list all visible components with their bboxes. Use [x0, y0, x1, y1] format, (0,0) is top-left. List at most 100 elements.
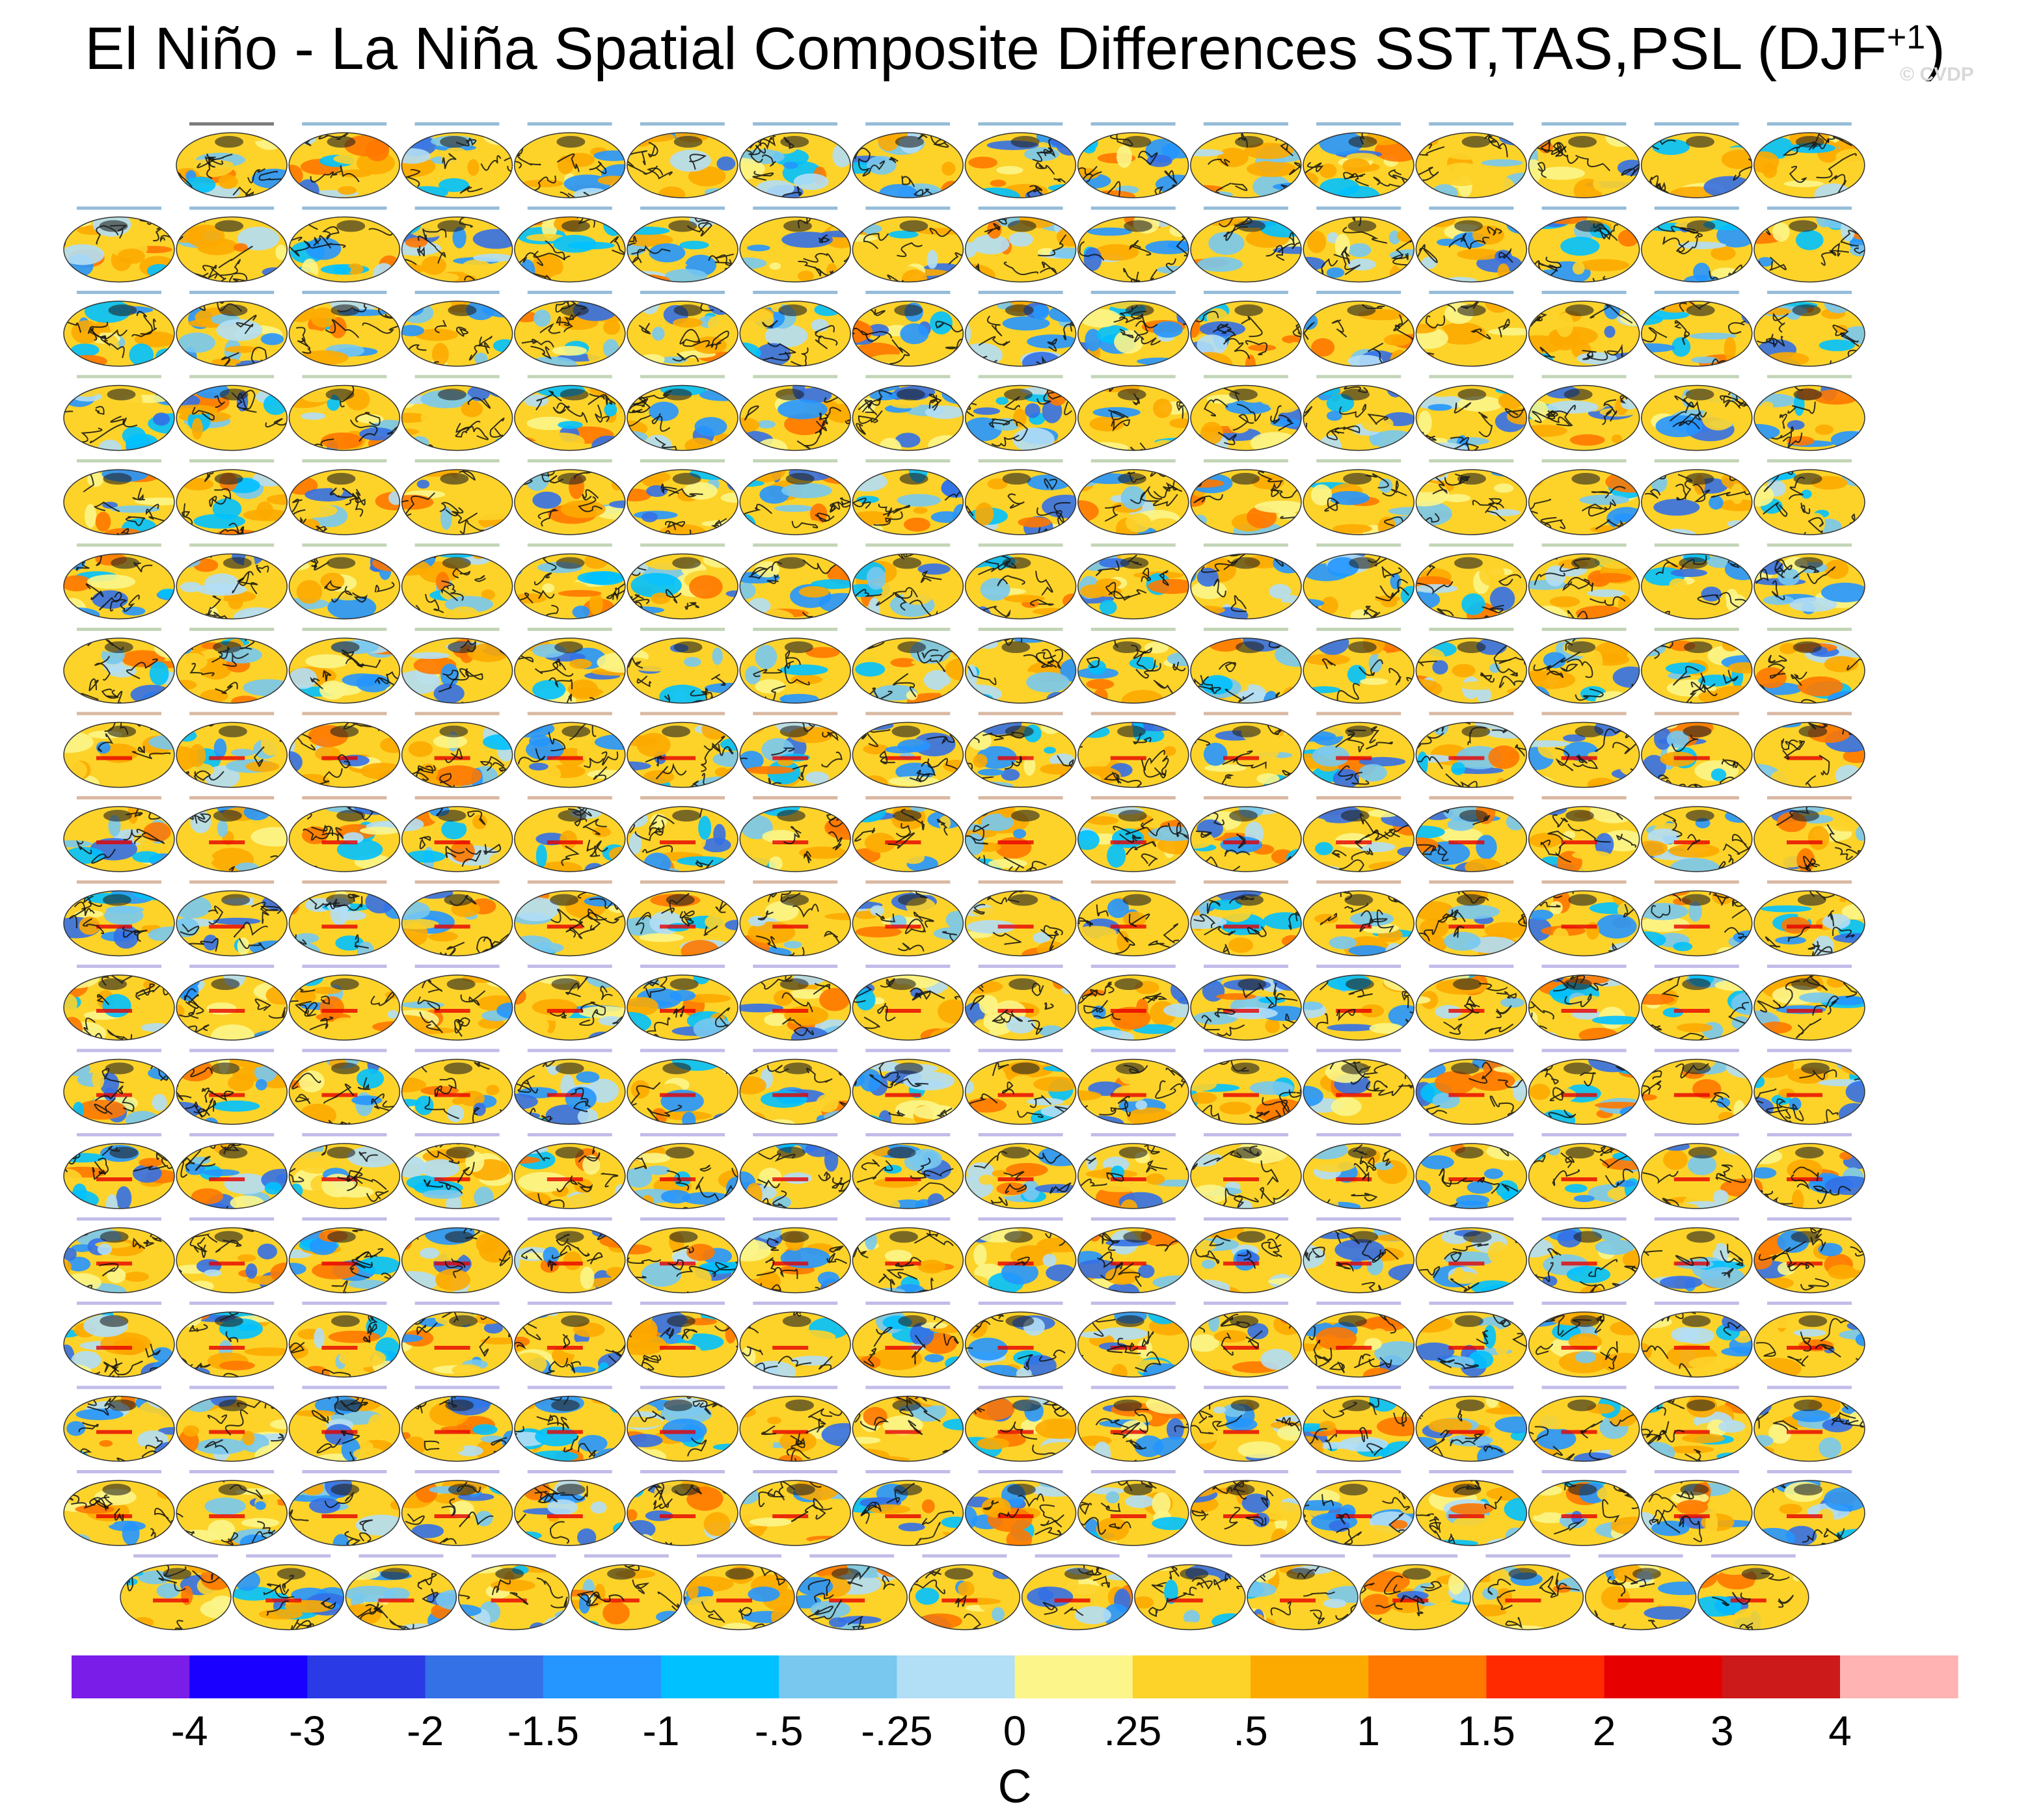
panel-caption — [640, 206, 725, 210]
panel-caption — [1204, 796, 1288, 799]
map-panel — [1753, 628, 1865, 704]
map-panel — [1641, 1133, 1753, 1209]
panel-caption — [753, 628, 838, 631]
panel-caption — [527, 543, 612, 547]
map-panel — [1077, 1302, 1189, 1378]
map-panel — [232, 1554, 344, 1631]
panel-caption — [302, 965, 387, 968]
map-panel — [852, 1302, 964, 1378]
map-panel — [176, 1385, 288, 1462]
panel-caption — [527, 1217, 612, 1221]
panel-caption — [1429, 965, 1514, 968]
map-panel — [1077, 206, 1189, 283]
panel-caption — [978, 375, 1063, 379]
map-panel — [63, 1302, 175, 1378]
map-panel — [63, 628, 175, 704]
panel-caption — [978, 880, 1063, 884]
map-panel — [1190, 628, 1302, 704]
map-panel — [1190, 375, 1302, 451]
map-panel — [176, 1470, 288, 1546]
panel-caption — [978, 712, 1063, 716]
colorbar-segment — [1132, 1655, 1251, 1698]
map-panel — [1753, 459, 1865, 535]
map-panel — [63, 1470, 175, 1546]
panel-caption — [1429, 712, 1514, 716]
panel-caption — [189, 1049, 275, 1052]
panel-caption — [1090, 1217, 1176, 1221]
map-panel — [1415, 712, 1528, 788]
panel-caption — [527, 459, 612, 462]
panel-caption — [753, 712, 838, 716]
panel-caption — [865, 1133, 951, 1136]
map-panel — [1077, 1470, 1189, 1546]
map-panel — [1077, 1133, 1189, 1209]
map-panel — [627, 712, 738, 788]
panel-caption — [1429, 880, 1514, 884]
map-panel — [1303, 206, 1414, 283]
panel-caption — [1316, 880, 1401, 884]
panel-caption — [414, 1217, 500, 1221]
panel-caption — [1654, 712, 1739, 716]
panel-caption — [1316, 965, 1401, 968]
panel-caption — [246, 1554, 331, 1558]
panel-caption — [1541, 1049, 1627, 1052]
panel-caption — [865, 1470, 951, 1473]
panel-caption — [640, 880, 725, 884]
map-panel — [852, 1049, 964, 1125]
panel-caption — [527, 628, 612, 631]
map-panel — [401, 375, 513, 451]
map-panel — [1303, 1133, 1414, 1209]
panel-caption — [640, 1302, 725, 1305]
map-panel — [627, 459, 738, 535]
map-panel — [1415, 628, 1528, 704]
map-panel — [1753, 1217, 1865, 1294]
colorbar-segment — [1368, 1655, 1487, 1698]
map-panel — [627, 1049, 738, 1125]
map-panel — [1077, 122, 1189, 198]
map-panel — [1415, 206, 1528, 283]
panel-caption — [77, 291, 161, 294]
panel-caption — [414, 206, 500, 210]
map-panel — [63, 965, 175, 1041]
colorbar-segment — [779, 1655, 897, 1698]
panel-caption — [865, 965, 951, 968]
panel-caption — [1090, 206, 1176, 210]
map-panel — [1753, 291, 1865, 367]
panel-caption — [414, 1133, 500, 1136]
map-panel — [401, 965, 513, 1041]
panel-caption — [1429, 291, 1514, 294]
map-panel — [739, 206, 851, 283]
panel-caption — [978, 1470, 1063, 1473]
map-panel — [514, 1217, 626, 1294]
map-panel — [627, 1217, 738, 1294]
map-panel — [964, 712, 1077, 788]
colorbar-tick-label: 3 — [1711, 1707, 1734, 1754]
map-panel — [739, 1217, 851, 1294]
panel-caption — [1654, 291, 1739, 294]
map-panel — [1415, 880, 1528, 957]
map-panel — [176, 206, 288, 283]
panel-caption — [1316, 459, 1401, 462]
map-panel — [1753, 1470, 1865, 1546]
panel-caption — [302, 1385, 387, 1389]
panel-caption — [640, 291, 725, 294]
cvdp-watermark: © CVDP — [1900, 64, 1974, 85]
map-panel — [1753, 375, 1865, 451]
colorbar-tick-label: -1.5 — [508, 1707, 579, 1754]
map-panel — [176, 1217, 288, 1294]
panel-caption — [978, 1302, 1063, 1305]
panel-caption — [1204, 291, 1288, 294]
panel-caption — [302, 1049, 387, 1052]
map-panel — [1641, 1217, 1753, 1294]
map-panel — [1415, 375, 1528, 451]
panel-caption — [189, 1470, 275, 1473]
panel-caption — [527, 206, 612, 210]
map-panel — [1415, 543, 1528, 620]
figure-title-text: El Niño - La Niña Spatial Composite Diff… — [85, 16, 1887, 82]
panel-caption — [1767, 1049, 1852, 1052]
panel-caption — [640, 1385, 725, 1389]
panel-caption — [302, 291, 387, 294]
map-panel — [1303, 796, 1414, 872]
panel-caption — [1541, 122, 1627, 126]
map-panel — [176, 291, 288, 367]
